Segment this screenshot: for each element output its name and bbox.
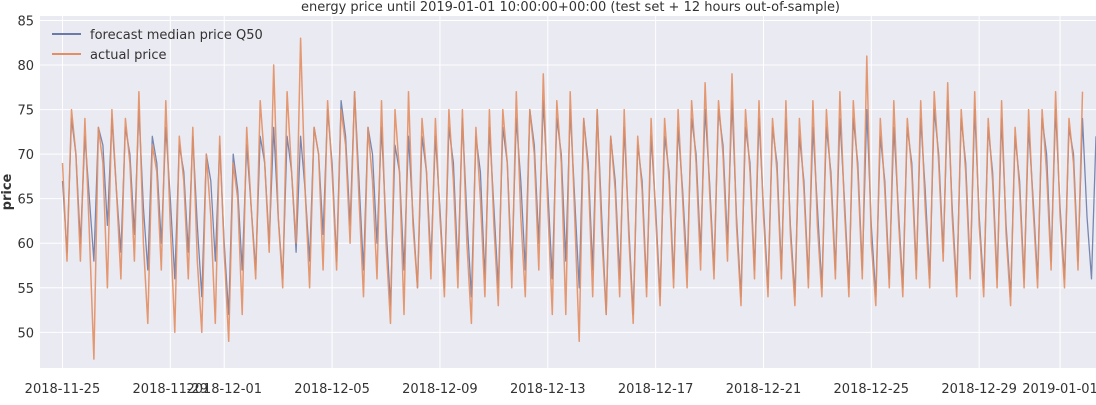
x-tick-label: 2018-12-09	[402, 382, 478, 397]
x-tick-label: 2018-12-21	[726, 382, 802, 397]
legend-label-actual: actual price	[90, 48, 167, 63]
x-tick-label: 2018-12-05	[294, 382, 370, 397]
y-tick-label: 80	[17, 59, 34, 74]
y-tick-label: 75	[17, 104, 34, 119]
series-layer	[61, 37, 1096, 360]
y-axis-ticks: 50 55 60 65 70 75 80 85	[17, 14, 34, 341]
x-tick-label: 2018-12-13	[510, 382, 586, 397]
series-line-actual	[61, 37, 1084, 360]
chart-title: energy price until 2019-01-01 10:00:00+0…	[300, 0, 841, 15]
x-tick-label: 2018-11-29	[133, 382, 209, 397]
y-tick-label: 85	[17, 14, 34, 29]
y-tick-label: 65	[17, 193, 34, 208]
x-tick-label: 2018-12-29	[941, 382, 1017, 397]
legend: forecast median price Q50 actual price	[52, 28, 263, 63]
x-tick-label: 2018-12-17	[618, 382, 694, 397]
x-tick-label: 2019-01-01	[1022, 382, 1096, 397]
y-tick-label: 55	[17, 282, 34, 297]
x-tick-label: 2018-12-25	[834, 382, 910, 397]
x-tick-label: 2018-11-25	[25, 382, 101, 397]
y-axis-label: price	[0, 173, 15, 210]
legend-label-forecast: forecast median price Q50	[90, 28, 263, 43]
y-tick-label: 60	[17, 237, 34, 252]
y-tick-label: 70	[17, 148, 34, 163]
grid	[40, 16, 1096, 368]
y-tick-label: 50	[17, 326, 34, 341]
x-tick-label: 2018-12-01	[186, 382, 262, 397]
